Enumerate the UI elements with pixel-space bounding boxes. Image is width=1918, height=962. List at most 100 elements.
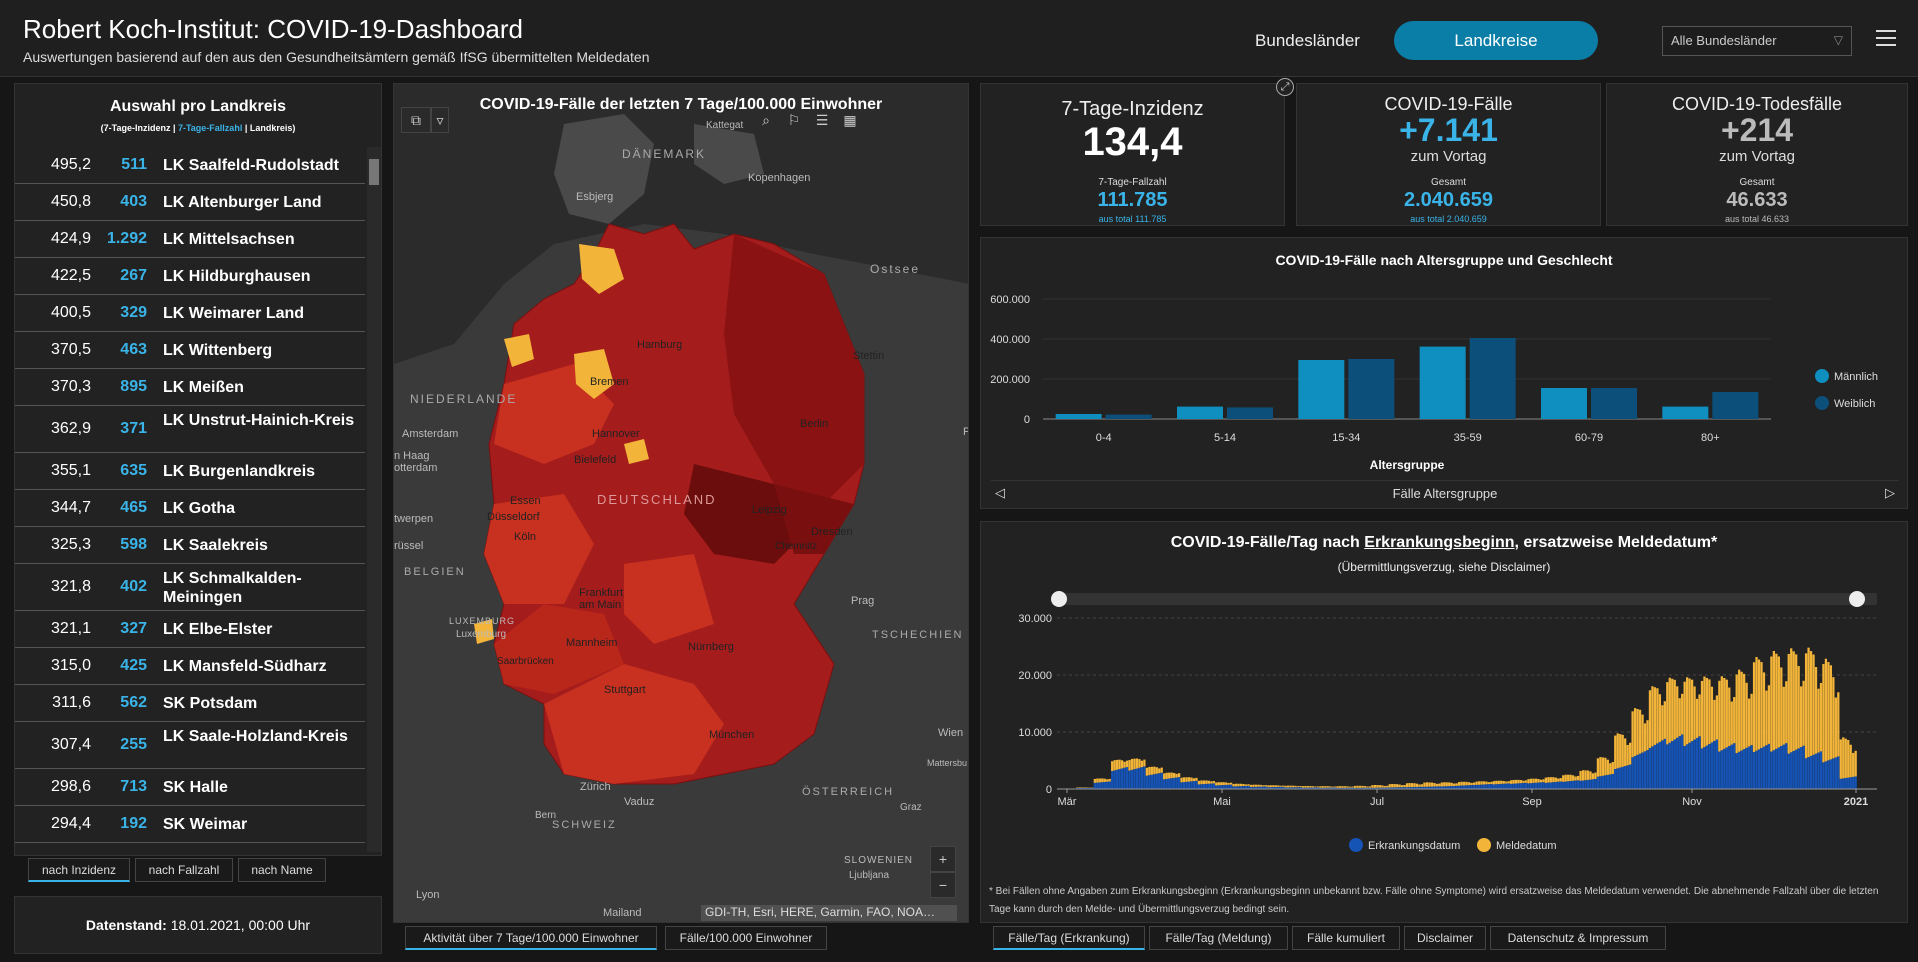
table-row[interactable]: 293,3757LK Leipzig [15,843,365,852]
bar-melde [1487,782,1491,785]
fallzahl-value: 511 [121,156,147,173]
bar-erkrankung [1797,748,1800,789]
chart-tab[interactable]: Disclaimer [1404,926,1486,950]
kpi-sub: zum Vortag [1719,148,1795,165]
select-tool-dropdown-icon[interactable]: ▿ [431,107,449,133]
expand-icon[interactable]: ⤢ [1276,78,1294,96]
table-row[interactable]: 450,8 403 LK Altenburger Land [15,184,365,221]
bar-weiblich-0-4[interactable] [1105,414,1152,419]
table-row[interactable]: 362,9 371 LK Unstrut-Hainich-Kreis [15,406,365,453]
table-row[interactable]: 495,2 511 LK Saalfeld-Rudolstadt [15,147,365,184]
chart-tab[interactable]: Fälle/Tag (Erkrankung) [993,926,1145,950]
x-tick-label: 60-79 [1575,432,1603,444]
bar-melde [1500,780,1503,784]
bar-erkrankung [1822,762,1825,789]
table-row[interactable]: 311,6 562 SK Potsdam [15,685,365,722]
bar-melde [1477,781,1481,785]
bar-männlich-80+[interactable] [1662,406,1709,419]
bar-erkrankung [1584,780,1587,789]
bar-männlich-35-59[interactable] [1419,346,1466,419]
epi-title-link[interactable]: Erkrankungsbeginn [1364,534,1515,551]
nav-bundeslaender-button[interactable]: Bundesländer [1255,30,1360,50]
table-row[interactable]: 298,6 713 SK Halle [15,769,365,806]
list-scrollbar[interactable] [367,147,381,852]
fallzahl-value: 895 [120,378,147,395]
bar-erkrankung [1113,770,1116,789]
bar-weiblich-15-34[interactable] [1348,359,1395,419]
zoom-out-button[interactable]: − [930,872,956,898]
bar-weiblich-80+[interactable] [1712,392,1759,419]
table-row[interactable]: 321,1 327 LK Elbe-Elster [15,611,365,648]
range-slider-left-handle[interactable] [1051,591,1067,607]
hamburger-menu-icon[interactable] [1876,30,1896,48]
bar-melde [1663,701,1666,739]
map-attribution[interactable]: GDI-TH, Esri, HERE, Garmin, FAO, NOA… [701,905,957,921]
scrollbar-thumb[interactable] [369,159,379,185]
bar-melde [1497,780,1500,785]
germany-incidence-map[interactable] [394,84,969,923]
select-tool-icon[interactable]: ⧉ [401,107,431,133]
bar-erkrankung [1170,778,1173,789]
bar-männlich-0-4[interactable] [1055,414,1102,419]
landkreis-name: LK Schmalkalden-Meiningen [163,570,302,606]
bar-melde [1567,774,1570,782]
bar-erkrankung [1495,784,1498,789]
legend-list-icon[interactable]: ☰ [815,111,829,128]
chevron-left-icon[interactable]: ◁ [995,485,1005,500]
table-row[interactable]: 370,3 895 LK Meißen [15,369,365,406]
bar-melde [1505,781,1508,784]
bar-erkrankung [1624,766,1627,789]
bar-erkrankung [1718,751,1721,789]
bar-erkrankung [1282,786,1285,789]
bar-männlich-15-34[interactable] [1298,360,1345,419]
bar-weiblich-60-79[interactable] [1591,388,1637,419]
table-row[interactable]: 294,4 192 SK Weimar [15,806,365,843]
table-row[interactable]: 355,1 635 LK Burgenlandkreis [15,453,365,490]
bar-melde [1311,786,1315,788]
bar-weiblich-35-59[interactable] [1469,338,1516,419]
bar-melde [1103,778,1106,782]
bar-erkrankung [1465,785,1468,789]
bar-melde [1177,773,1181,778]
bar-melde [1180,777,1183,783]
bundesland-select[interactable]: Alle Bundesländer ▽ [1662,26,1852,56]
table-row[interactable]: 344,7 465 LK Gotha [15,490,365,527]
sort-tab[interactable]: nach Fallzahl [135,858,233,882]
nav-landkreise-button[interactable]: Landkreise [1394,21,1598,60]
map-label: NIEDERLANDE [410,392,518,406]
bar-melde [1633,708,1637,757]
sort-tab[interactable]: nach Inzidenz [28,858,130,882]
table-row[interactable]: 325,3 598 LK Saalekreis [15,527,365,564]
basemap-gallery-icon[interactable]: ▦ [843,111,857,128]
bar-erkrankung [1643,751,1647,789]
chevron-right-icon[interactable]: ▷ [1885,485,1895,500]
zoom-in-button[interactable]: + [930,846,956,872]
bar-männlich-5-14[interactable] [1177,406,1223,419]
chart-tab[interactable]: Datenschutz & Impressum [1490,926,1666,950]
chart-tab[interactable]: Fälle kumuliert [1292,926,1400,950]
bar-erkrankung [1135,768,1139,789]
bar-erkrankung [1507,783,1510,789]
bar-erkrankung [1284,787,1287,789]
bar-männlich-60-79[interactable] [1541,388,1587,419]
table-row[interactable]: 422,5 267 LK Hildburghausen [15,258,365,295]
bar-melde [1730,701,1733,745]
chart-tab[interactable]: Fälle/Tag (Meldung) [1149,926,1288,950]
bar-melde [1507,781,1510,784]
table-row[interactable]: 315,0 425 LK Mansfeld-Südharz [15,648,365,685]
map-layer-tab[interactable]: Aktivität über 7 Tage/100.000 Einwohner [405,926,657,950]
bar-melde [1433,783,1436,787]
sort-tab[interactable]: nach Name [238,858,326,882]
bar-erkrankung [1562,781,1565,789]
bar-weiblich-5-14[interactable] [1227,407,1273,419]
table-row[interactable]: 370,5 463 LK Wittenberg [15,332,365,369]
search-icon[interactable]: ⌕ [762,111,770,128]
table-row[interactable]: 424,9 1.292 LK Mittelsachsen [15,221,365,258]
map-layer-tab[interactable]: Fälle/100.000 Einwohner [665,926,827,950]
table-row[interactable]: 321,8 402 LK Schmalkalden-Meiningen [15,564,365,611]
table-row[interactable]: 307,4 255 LK Saale-Holzland-Kreis [15,722,365,769]
bar-erkrankung [1405,787,1409,789]
table-row[interactable]: 400,5 329 LK Weimarer Land [15,295,365,332]
bookmark-icon[interactable]: ⚐ [787,111,801,128]
range-slider-right-handle[interactable] [1849,591,1865,607]
